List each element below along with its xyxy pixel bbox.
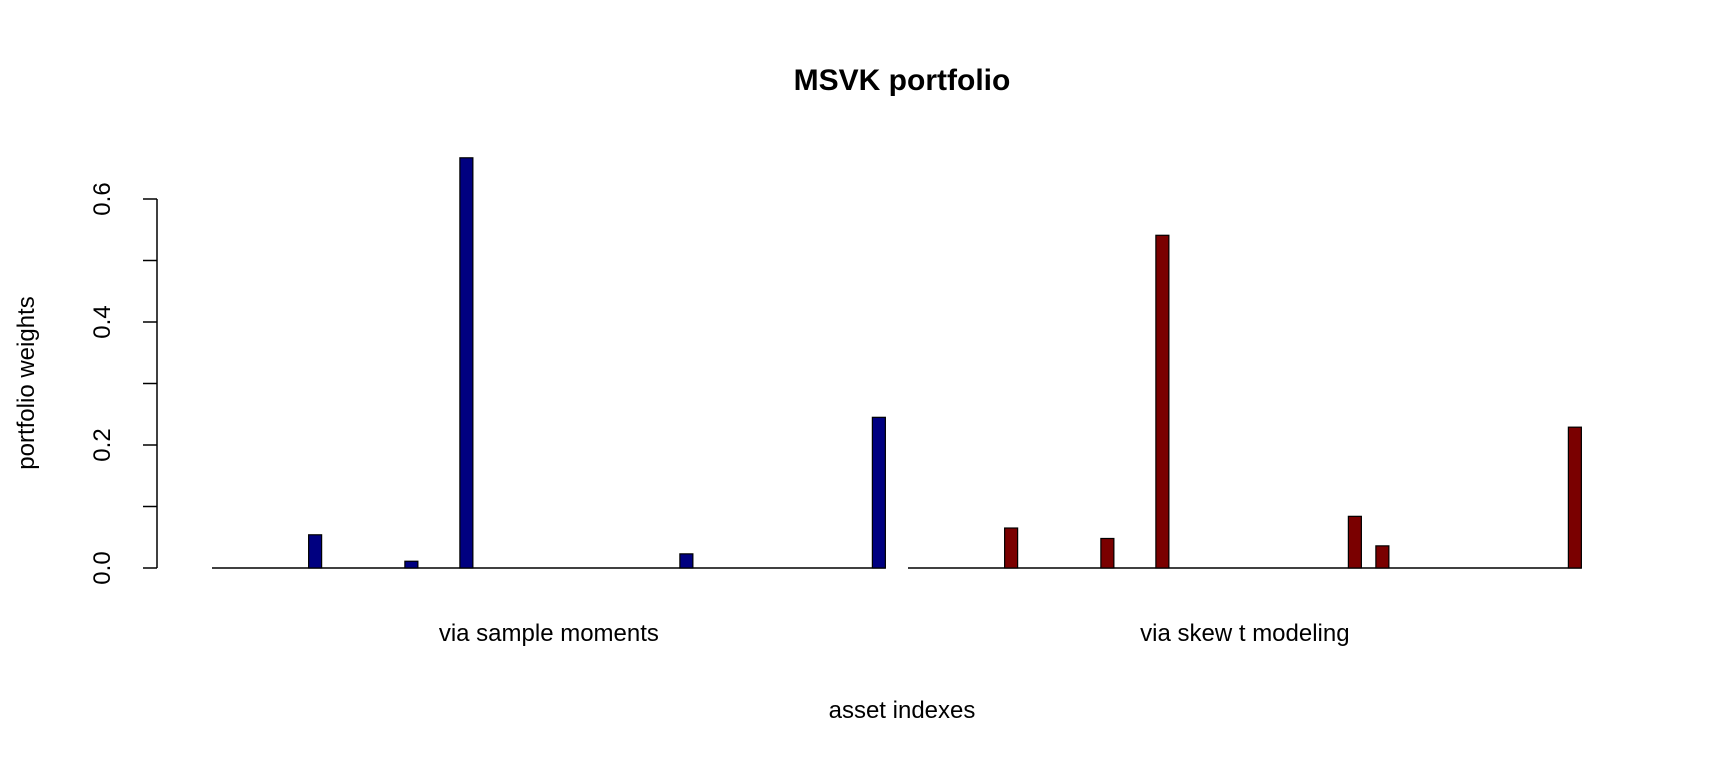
y-tick-label: 0.2 (89, 428, 116, 461)
panels: via sample moments via skew t modeling (212, 157, 1582, 647)
bar-asset-15 (404, 560, 419, 569)
bar-asset-35 (1375, 545, 1390, 569)
bar-asset-19 (459, 157, 474, 569)
bar-asset-49 (871, 416, 886, 569)
y-axis-label: portfolio weights (13, 296, 40, 469)
bar-asset-19 (1155, 234, 1170, 569)
bar-asset-8 (1004, 527, 1019, 569)
y-tick-label: 0.6 (89, 182, 116, 215)
panel-label: via sample moments (439, 620, 659, 647)
bar-asset-15 (1100, 537, 1115, 569)
panel-2: via skew t modeling (908, 234, 1582, 647)
y-axis: 0.0 0.2 0.4 0.6 (89, 182, 158, 585)
bar-asset-49 (1567, 426, 1582, 569)
bar-asset-33 (1347, 515, 1362, 569)
y-tick-label: 0.4 (89, 305, 116, 338)
panel-1: via sample moments (212, 157, 886, 647)
panel-label: via skew t modeling (1140, 620, 1349, 647)
y-tick-label: 0.0 (89, 551, 116, 584)
bar-asset-8 (308, 534, 323, 569)
chart-title: MSVK portfolio (794, 64, 1011, 97)
bar-asset-35 (679, 553, 694, 569)
x-axis-label: asset indexes (829, 697, 976, 724)
